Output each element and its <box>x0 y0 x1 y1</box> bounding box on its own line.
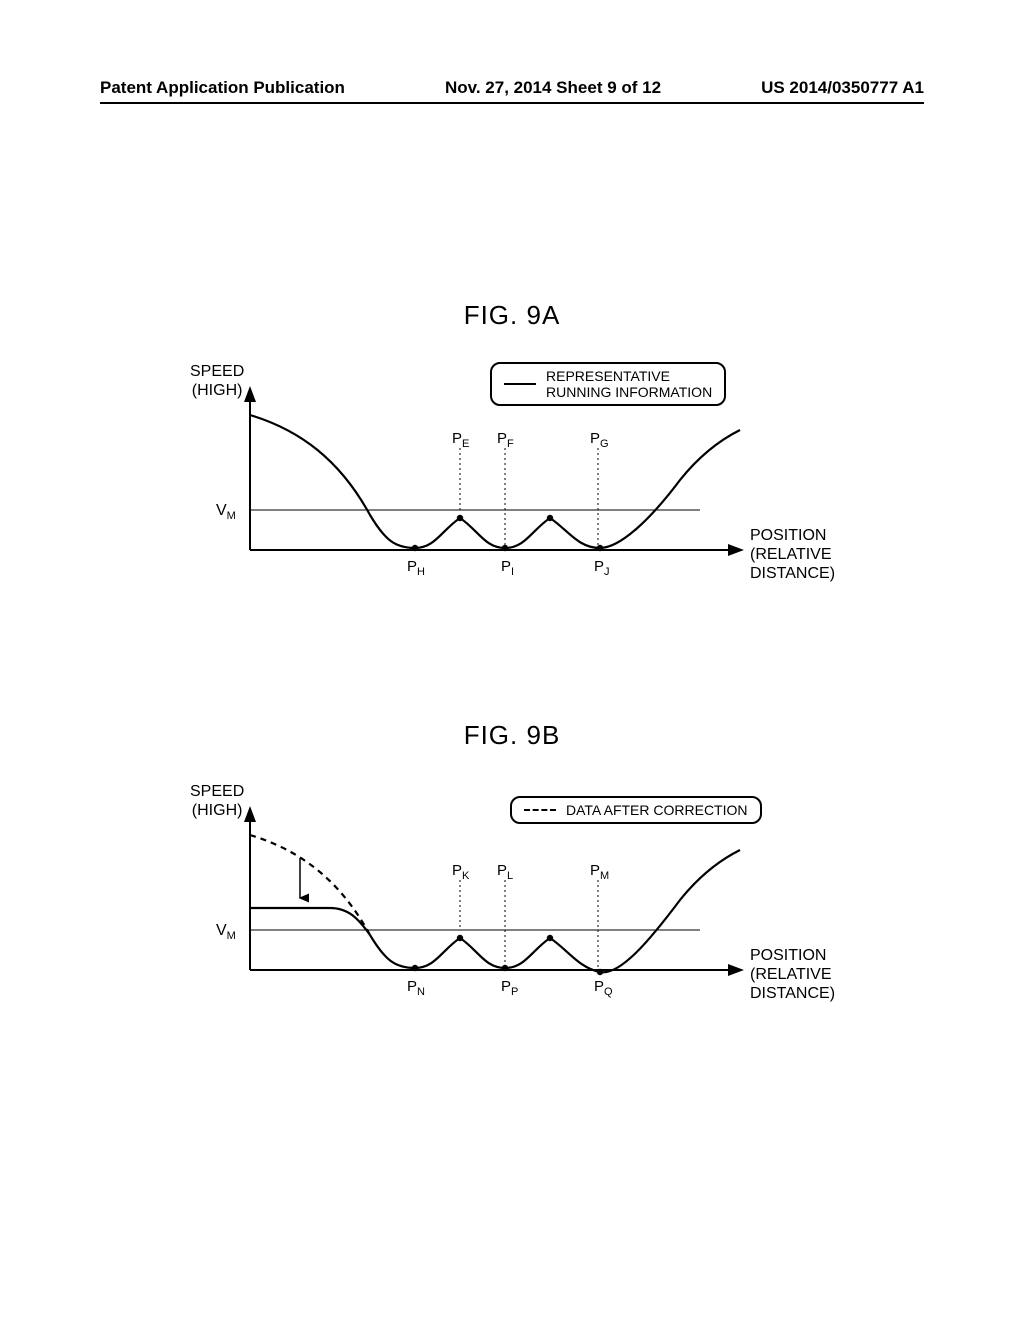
point-label: PL <box>497 862 513 882</box>
header-center: Nov. 27, 2014 Sheet 9 of 12 <box>445 78 661 98</box>
header-rule <box>100 102 924 104</box>
figure-9a-chart: SPEED(HIGH) VM POSITION(RELATIVE DISTANC… <box>180 370 860 610</box>
page-header: Patent Application Publication Nov. 27, … <box>0 78 1024 98</box>
chart-svg-a <box>180 370 860 600</box>
point-label: PF <box>497 430 514 450</box>
point-label: PK <box>452 862 469 882</box>
point-label: PQ <box>594 978 613 998</box>
point-label: PI <box>501 558 514 578</box>
point-label: PE <box>452 430 469 450</box>
chart-svg-b <box>180 790 860 1020</box>
figure-9b-title: FIG. 9B <box>0 720 1024 751</box>
figure-9b-chart: SPEED(HIGH) VM POSITION(RELATIVE DISTANC… <box>180 790 860 1030</box>
point-label: PJ <box>594 558 610 578</box>
header-right: US 2014/0350777 A1 <box>761 78 924 98</box>
header-left: Patent Application Publication <box>100 78 345 98</box>
point-label: PP <box>501 978 518 998</box>
figure-9a-title: FIG. 9A <box>0 300 1024 331</box>
point-label: PH <box>407 558 425 578</box>
point-label: PG <box>590 430 609 450</box>
point-label: PN <box>407 978 425 998</box>
point-label: PM <box>590 862 609 882</box>
